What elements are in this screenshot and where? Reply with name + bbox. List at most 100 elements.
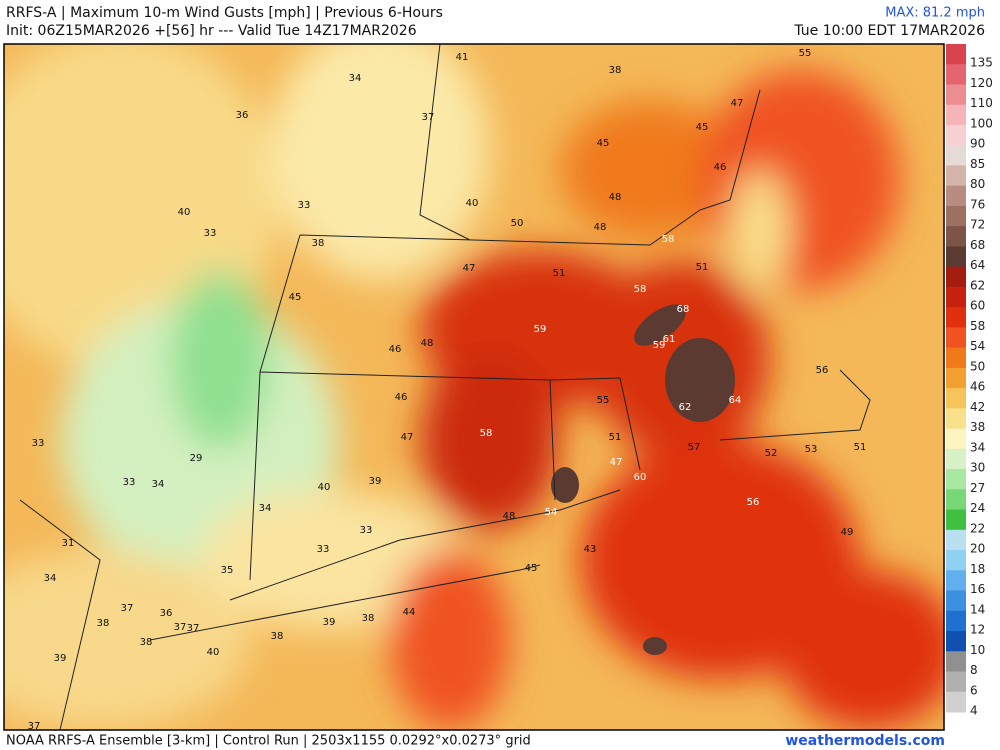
gust-label: 36	[236, 110, 249, 121]
valid-time: Tue 10:00 EDT 17MAR2026	[793, 23, 985, 39]
gust-label: 33	[317, 544, 330, 555]
gust-label: 33	[123, 477, 136, 488]
colorbar-swatch	[946, 266, 966, 288]
gust-label: 53	[805, 444, 818, 455]
gust-label: 60	[634, 472, 647, 483]
init-time: Init: 06Z15MAR2026 +[56] hr --- Valid Tu…	[6, 23, 417, 39]
gust-label: 48	[421, 338, 434, 349]
colorbar-swatch	[946, 388, 966, 409]
gust-label: 38	[362, 613, 375, 624]
gust-label: 64	[729, 395, 742, 406]
gust-label: 37	[121, 603, 134, 614]
colorbar-swatch	[946, 631, 966, 652]
colorbar-swatch	[946, 610, 966, 632]
colorbar-label: 30	[970, 461, 985, 475]
colorbar-swatch	[946, 691, 966, 713]
gust-label: 31	[62, 538, 75, 549]
colorbar-swatch	[946, 590, 966, 612]
colorbar-label: 100	[970, 116, 993, 130]
colorbar-swatch	[946, 205, 966, 227]
gust-label: 56	[747, 497, 760, 508]
colorbar-label: 85	[970, 157, 985, 171]
colorbar-swatch	[946, 509, 966, 531]
colorbar-swatch	[946, 529, 966, 551]
colorbar-swatch	[946, 651, 966, 673]
gust-label: 40	[466, 198, 479, 209]
colorbar-swatch	[946, 44, 966, 65]
gust-label: 45	[597, 138, 610, 149]
max-value: MAX: 81.2 mph	[885, 6, 985, 21]
gust-label: 38	[312, 238, 325, 249]
gust-label: 54	[545, 507, 558, 518]
gust-label: 45	[289, 292, 302, 303]
gust-label: 55	[799, 48, 812, 59]
gust-label: 58	[634, 284, 647, 295]
gust-label: 58	[480, 428, 493, 439]
colorbar-label: 6	[970, 683, 978, 697]
gust-label: 51	[696, 262, 709, 273]
gust-label: 37	[422, 112, 435, 123]
colorbar-swatch	[946, 327, 966, 349]
gust-label: 35	[221, 565, 234, 576]
colorbar-swatch	[946, 347, 966, 369]
gust-label: 36	[160, 608, 173, 619]
colorbar-label: 120	[970, 76, 993, 90]
gust-label: 51	[553, 268, 566, 279]
colorbar-swatch	[946, 226, 966, 247]
gust-label: 40	[318, 482, 331, 493]
colorbar-swatch	[946, 165, 966, 187]
colorbar-label: 34	[970, 440, 985, 454]
gust-label: 33	[298, 200, 311, 211]
gust-label: 45	[696, 122, 709, 133]
gust-label: 40	[178, 207, 191, 218]
gust-label: 51	[609, 432, 622, 443]
gust-label: 38	[97, 618, 110, 629]
footer-site: weathermodels.com	[785, 733, 945, 749]
colorbar-swatch	[946, 489, 966, 511]
gust-label: 47	[401, 432, 414, 443]
colorbar-label: 68	[970, 238, 985, 252]
gust-label: 45	[525, 563, 538, 574]
colorbar-label: 16	[970, 582, 985, 596]
colorbar-label: 72	[970, 218, 985, 232]
colorbar-label: 64	[970, 258, 985, 272]
gust-label: 40	[207, 647, 220, 658]
colorbar-label: 80	[970, 177, 985, 191]
colorbar-swatch	[946, 246, 966, 268]
colorbar-swatch	[946, 367, 966, 389]
colorbar-label: 60	[970, 299, 985, 313]
gust-label: 29	[190, 453, 203, 464]
colorbar-label: 58	[970, 319, 985, 333]
colorbar-swatch	[946, 570, 966, 592]
colorbar-label: 62	[970, 278, 985, 292]
colorbar-swatch	[946, 84, 966, 106]
colorbar-label: 20	[970, 542, 985, 556]
colorbar-swatch	[946, 469, 966, 490]
colorbar-swatch	[946, 428, 966, 450]
colorbar-swatch	[946, 124, 966, 146]
gust-label: 38	[609, 65, 622, 76]
colorbar-label: 90	[970, 137, 985, 151]
gust-label: 48	[594, 222, 607, 233]
gust-label: 55	[597, 395, 610, 406]
colorbar-swatch	[946, 448, 966, 470]
colorbar-label: 54	[970, 339, 985, 353]
gust-label: 34	[44, 573, 57, 584]
gust-label: 37	[28, 721, 41, 732]
colorbar-label: 24	[970, 501, 985, 515]
gust-label: 51	[854, 442, 867, 453]
colorbar-label: 46	[970, 380, 985, 394]
gust-label: 44	[403, 607, 416, 618]
colorbar-label: 18	[970, 562, 985, 576]
footer-source: NOAA RRFS-A Ensemble [3-km] | Control Ru…	[6, 734, 531, 749]
gust-label: 48	[503, 511, 516, 522]
gust-label: 34	[259, 503, 272, 514]
gust-label: 58	[662, 234, 675, 245]
gust-label: 33	[360, 525, 373, 536]
map-field	[4, 44, 944, 730]
gust-label: 38	[271, 631, 284, 642]
gust-label: 37	[187, 623, 200, 634]
gust-label: 59	[653, 340, 666, 351]
